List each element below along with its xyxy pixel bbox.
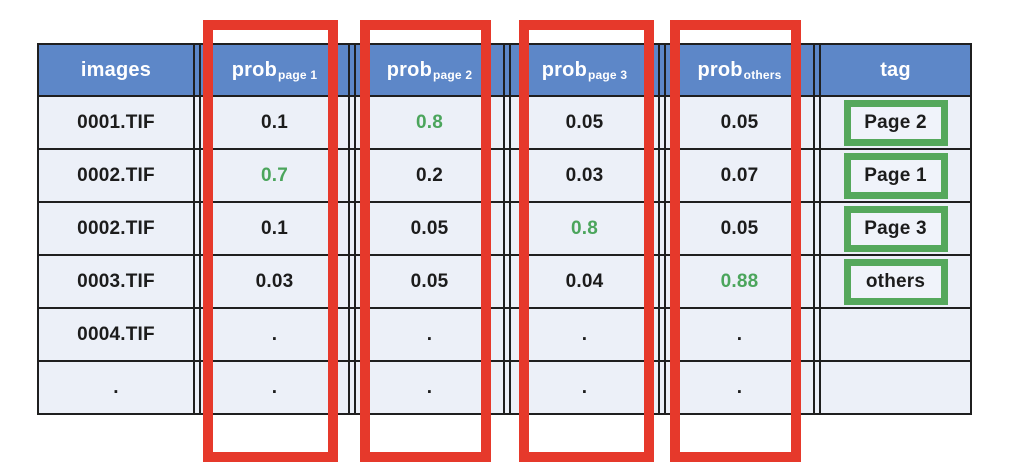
prob-subscript: others: [743, 68, 782, 82]
column-gap: [660, 203, 664, 256]
prob-others-cell: 0.05: [664, 203, 815, 256]
prob-page3-cell-highlighted: 0.8: [509, 203, 660, 256]
image-name-cell: 0004.TIF: [37, 309, 195, 362]
column-gap: [505, 43, 509, 97]
prob-page1-cell: 0.03: [199, 256, 350, 309]
column-gap: [660, 43, 664, 97]
column-gap: [350, 43, 354, 97]
tag-column-header: tag: [819, 43, 972, 97]
column-gap: [660, 309, 664, 362]
prob-page1-cell: .: [199, 309, 350, 362]
table-row: . . . . .: [37, 362, 972, 415]
column-gap: [815, 97, 819, 150]
column-gap: [815, 309, 819, 362]
column-gap: [505, 362, 509, 415]
prob-subscript: page 2: [433, 68, 473, 82]
tag-cell: Page 2: [819, 97, 972, 150]
prob-subscript: page 3: [588, 68, 628, 82]
tag-box: Page 1: [843, 152, 948, 199]
column-gap: [195, 43, 199, 97]
prob-label: prob: [697, 58, 743, 81]
column-gap: [195, 203, 199, 256]
column-gap: [660, 256, 664, 309]
prob-page1-column-header: prob page 1: [199, 43, 350, 97]
column-gap: [350, 150, 354, 203]
prob-page1-cell: 0.1: [199, 97, 350, 150]
column-gap: [350, 362, 354, 415]
image-name-cell: .: [37, 362, 195, 415]
column-gap: [505, 256, 509, 309]
table-row: 0002.TIF 0.1 0.05 0.8 0.05 Page 3: [37, 203, 972, 256]
table-row: 0004.TIF . . . .: [37, 309, 972, 362]
table-row: 0001.TIF 0.1 0.8 0.05 0.05 Page 2: [37, 97, 972, 150]
prob-page2-cell-highlighted: 0.8: [354, 97, 505, 150]
table-row: 0002.TIF 0.7 0.2 0.03 0.07 Page 1: [37, 150, 972, 203]
tag-cell-empty: [819, 309, 972, 362]
column-gap: [815, 256, 819, 309]
column-gap: [350, 256, 354, 309]
tag-box: Page 2: [843, 99, 948, 146]
table-header-row: images prob page 1 prob page 2 prob page 3 …: [37, 43, 972, 97]
column-gap: [815, 203, 819, 256]
prob-page2-cell: .: [354, 309, 505, 362]
image-name-cell: 0003.TIF: [37, 256, 195, 309]
column-gap: [660, 362, 664, 415]
prob-label: prob: [231, 58, 277, 81]
prob-page1-cell: 0.1: [199, 203, 350, 256]
tag-cell-empty: [819, 362, 972, 415]
image-name-cell: 0002.TIF: [37, 150, 195, 203]
prob-page2-cell: 0.05: [354, 203, 505, 256]
tag-cell: Page 3: [819, 203, 972, 256]
prob-label: prob: [541, 58, 587, 81]
prob-label: prob: [386, 58, 432, 81]
table-row: 0003.TIF 0.03 0.05 0.04 0.88 others: [37, 256, 972, 309]
column-gap: [660, 150, 664, 203]
tag-cell: Page 1: [819, 150, 972, 203]
prob-page1-cell: .: [199, 362, 350, 415]
prob-page3-cell: 0.04: [509, 256, 660, 309]
prob-others-column-header: prob others: [664, 43, 815, 97]
column-gap: [350, 203, 354, 256]
prob-page2-cell: .: [354, 362, 505, 415]
images-column-header: images: [37, 43, 195, 97]
prob-page3-column-header: prob page 3: [509, 43, 660, 97]
prob-subscript: page 1: [278, 68, 318, 82]
prob-page3-cell: .: [509, 309, 660, 362]
prob-page2-column-header: prob page 2: [354, 43, 505, 97]
column-gap: [350, 97, 354, 150]
prob-others-cell: .: [664, 309, 815, 362]
column-gap: [815, 362, 819, 415]
column-gap: [350, 309, 354, 362]
column-gap: [195, 150, 199, 203]
column-gap: [195, 97, 199, 150]
prob-page3-cell: .: [509, 362, 660, 415]
prob-page2-cell: 0.05: [354, 256, 505, 309]
prob-others-cell-highlighted: 0.88: [664, 256, 815, 309]
column-gap: [660, 97, 664, 150]
column-gap: [505, 150, 509, 203]
tag-box: Page 3: [843, 205, 948, 252]
prob-page3-cell: 0.03: [509, 150, 660, 203]
image-name-cell: 0002.TIF: [37, 203, 195, 256]
prob-page2-cell: 0.2: [354, 150, 505, 203]
prob-others-cell: .: [664, 362, 815, 415]
tag-box: others: [843, 258, 948, 305]
column-gap: [505, 203, 509, 256]
column-gap: [195, 256, 199, 309]
column-gap: [815, 43, 819, 97]
prob-page1-cell-highlighted: 0.7: [199, 150, 350, 203]
column-gap: [815, 150, 819, 203]
column-gap: [505, 309, 509, 362]
probability-table: images prob page 1 prob page 2 prob page 3 …: [37, 43, 972, 415]
column-gap: [505, 97, 509, 150]
prob-page3-cell: 0.05: [509, 97, 660, 150]
prob-others-cell: 0.05: [664, 97, 815, 150]
column-gap: [195, 362, 199, 415]
column-gap: [195, 309, 199, 362]
tag-cell: others: [819, 256, 972, 309]
image-name-cell: 0001.TIF: [37, 97, 195, 150]
prob-others-cell: 0.07: [664, 150, 815, 203]
